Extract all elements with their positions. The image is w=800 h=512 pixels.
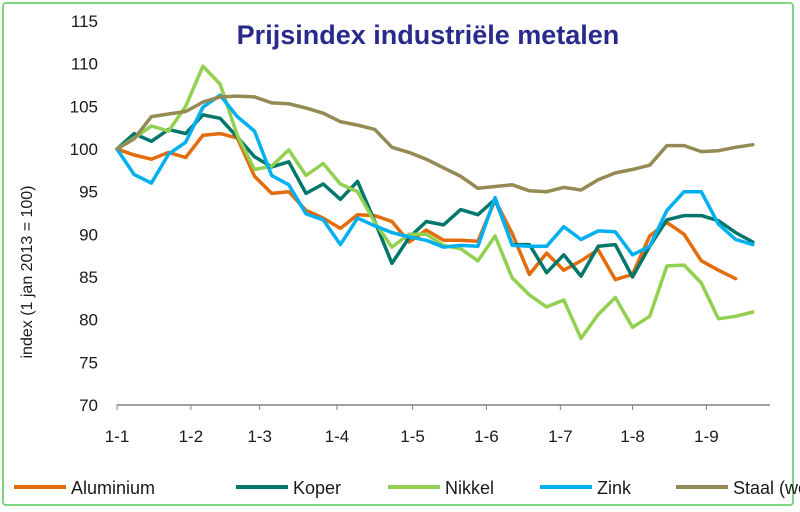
legend: Aluminium Koper Nikkel Zink Staal (wereld, H… [14,478,800,498]
x-tick-label: 1-6 [474,427,499,446]
y-axis-label: index (1 jan 2013 = 100) [19,185,36,358]
series-line-staal [115,94,755,194]
y-tick-label: 80 [79,311,98,330]
x-tick-label: 1-1 [105,427,130,446]
y-tick-label: 110 [71,55,98,74]
x-tick-label: 1-8 [620,427,645,446]
x-tick-label: 1-3 [247,427,272,446]
chart-title: Prijsindex industriële metalen [237,20,620,50]
series-lines [115,64,755,341]
series-line-koper [115,113,755,279]
y-tick-label: 95 [79,183,98,202]
series-line-zink [115,93,755,257]
legend-label: Nikkel [445,478,494,498]
y-tick-label: 85 [79,268,98,287]
legend-label: Zink [597,478,632,498]
x-tick-label: 1-4 [325,427,350,446]
y-tick-label: 115 [71,12,98,31]
y-tick-label: 75 [79,353,98,372]
x-tick-labels: 1-1 1-2 1-3 1-4 1-5 1-6 1-7 1-8 1-9 [105,405,719,446]
legend-label: Aluminium [71,478,155,498]
y-tick-label: 105 [70,97,98,116]
x-tick-label: 1-5 [400,427,425,446]
y-tick-labels: 70 75 80 85 90 95 100 105 110 115 [70,12,98,415]
x-tick-label: 1-2 [179,427,204,446]
legend-label: Staal (wereld, HRC) [733,478,800,498]
x-tick-label: 1-7 [548,427,573,446]
x-tick-label: 1-9 [694,427,719,446]
y-tick-label: 90 [79,225,98,244]
y-tick-label: 100 [70,140,98,159]
y-tick-label: 70 [79,396,98,415]
legend-label: Koper [293,478,341,498]
series-line-nikkel [115,64,755,341]
